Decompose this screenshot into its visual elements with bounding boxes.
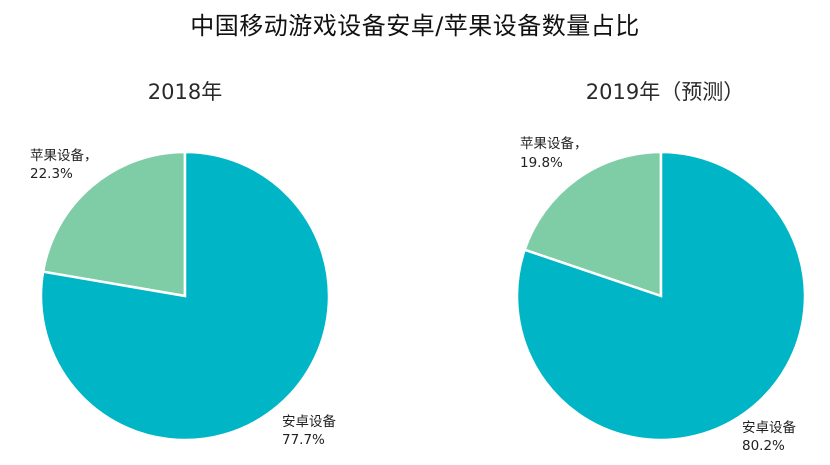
pie-chart-2018 <box>39 150 331 442</box>
slice-value-android-2018: 77.7% <box>282 432 325 448</box>
pie-slice-android-2018 <box>39 150 331 442</box>
slice-value-apple-2019: 19.8% <box>520 155 563 171</box>
slice-value-apple-2018: 22.3% <box>30 166 73 182</box>
pie-chart-2019 <box>515 150 807 442</box>
pie-slice-apple-2019 <box>523 150 663 298</box>
slice-label-android-2018: 安卓设备 <box>282 413 336 430</box>
chart-title-2018: 2018年 <box>147 80 223 104</box>
slice-value-android-2019: 80.2% <box>742 438 785 454</box>
pie-slice-android-2019 <box>515 150 807 442</box>
page-title: 中国移动游戏设备安卓/苹果设备数量占比 <box>190 12 640 40</box>
slice-label-android-2019: 安卓设备 <box>742 419 796 436</box>
chart-title-2019: 2019年（预测） <box>585 80 745 104</box>
pie-slice-apple-2018 <box>41 150 187 298</box>
slice-label-apple-2018: 苹果设备， <box>30 147 98 164</box>
slice-label-apple-2019: 苹果设备， <box>520 135 588 152</box>
